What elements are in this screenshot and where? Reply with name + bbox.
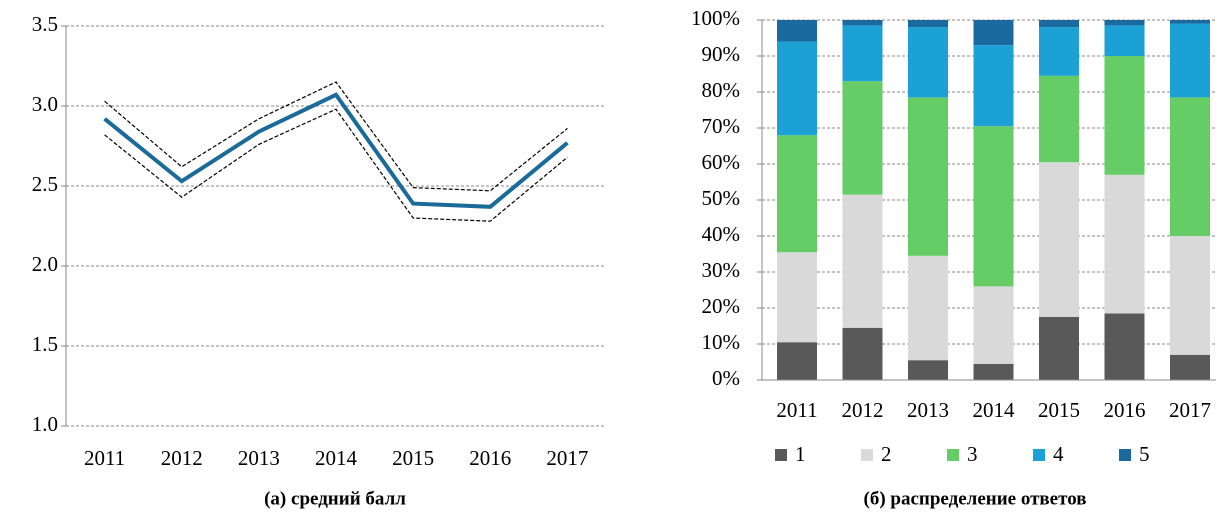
legend-swatch — [861, 449, 873, 461]
bar-segment — [1104, 25, 1145, 56]
bar-segment — [1104, 20, 1145, 26]
y-tick-label: 30% — [702, 258, 741, 282]
bar-segment — [842, 20, 883, 26]
x-tick-label: 2017 — [1169, 398, 1211, 422]
bar-segment — [842, 25, 883, 82]
bar-segment — [1039, 27, 1079, 76]
x-tick-label: 2016 — [1104, 398, 1146, 422]
bar-segment — [908, 255, 948, 361]
legend-label: 4 — [1053, 442, 1064, 466]
chart-title: (а) средний балл — [264, 488, 406, 509]
legend-label: 2 — [881, 442, 892, 466]
bar-segment — [973, 126, 1014, 287]
bound-line — [104, 108, 568, 222]
bar-segment — [1170, 354, 1210, 380]
bar-segment — [973, 45, 1014, 127]
legend-label: 1 — [795, 442, 806, 466]
chart-title: (б) распределение ответов — [864, 488, 1087, 509]
bar-segment — [777, 41, 817, 136]
bar-segment — [908, 27, 948, 98]
bound-line — [104, 81, 568, 192]
legend-swatch — [1119, 449, 1131, 461]
bar-segment — [973, 286, 1014, 364]
legend-swatch — [775, 449, 787, 461]
bar-segment — [842, 327, 883, 380]
bar-segment — [1039, 75, 1079, 163]
bar-segment — [777, 135, 817, 253]
legend-label: 3 — [967, 442, 978, 466]
bar-segment — [1039, 20, 1079, 28]
x-tick-label: 2011 — [84, 446, 125, 470]
y-tick-label: 80% — [702, 78, 741, 102]
y-tick-label: 2.5 — [32, 172, 58, 196]
bar-segment — [842, 81, 883, 195]
x-tick-label: 2014 — [315, 446, 358, 470]
y-tick-label: 20% — [702, 294, 741, 318]
x-tick-label: 2013 — [907, 398, 949, 422]
bar-segment — [1170, 236, 1210, 355]
bar-segment — [1104, 56, 1145, 175]
x-tick-label: 2016 — [469, 446, 511, 470]
y-tick-label: 0% — [712, 366, 740, 390]
x-tick-label: 2013 — [238, 446, 280, 470]
bar-segment — [908, 97, 948, 256]
y-tick-label: 2.0 — [32, 252, 58, 276]
bar-segment — [1170, 20, 1210, 24]
y-tick-label: 100% — [691, 6, 740, 30]
x-tick-label: 2012 — [842, 398, 884, 422]
bar-segment — [973, 363, 1014, 380]
y-tick-label: 1.5 — [32, 332, 58, 356]
bar-segment — [777, 342, 817, 380]
bar-segment — [777, 20, 817, 42]
bar-segment — [973, 20, 1014, 46]
legend-swatch — [947, 449, 959, 461]
bar-segment — [1170, 97, 1210, 237]
bar-segment — [908, 20, 948, 28]
bar-segment — [777, 252, 817, 343]
y-tick-label: 3.0 — [32, 92, 58, 116]
bar-segment — [1170, 23, 1210, 98]
x-tick-label: 2014 — [973, 398, 1016, 422]
mean-line — [103, 92, 569, 209]
x-tick-label: 2015 — [1038, 398, 1080, 422]
bar-segment — [1039, 162, 1079, 317]
y-tick-label: 10% — [702, 330, 741, 354]
y-tick-label: 90% — [702, 42, 741, 66]
x-tick-label: 2011 — [776, 398, 817, 422]
y-tick-label: 50% — [702, 186, 741, 210]
y-tick-label: 1.0 — [32, 412, 58, 436]
y-tick-label: 60% — [702, 150, 741, 174]
y-tick-label: 3.5 — [32, 12, 58, 36]
bar-segment — [1039, 317, 1079, 380]
bar-segment — [908, 360, 948, 380]
x-tick-label: 2012 — [161, 446, 203, 470]
bar-segment — [1104, 313, 1145, 380]
bar-segment — [842, 194, 883, 328]
legend-label: 5 — [1139, 442, 1150, 466]
x-tick-label: 2015 — [392, 446, 434, 470]
x-tick-label: 2017 — [546, 446, 588, 470]
bar-segment — [1104, 174, 1145, 314]
y-tick-label: 70% — [702, 114, 741, 138]
y-tick-label: 40% — [702, 222, 741, 246]
legend-swatch — [1033, 449, 1045, 461]
